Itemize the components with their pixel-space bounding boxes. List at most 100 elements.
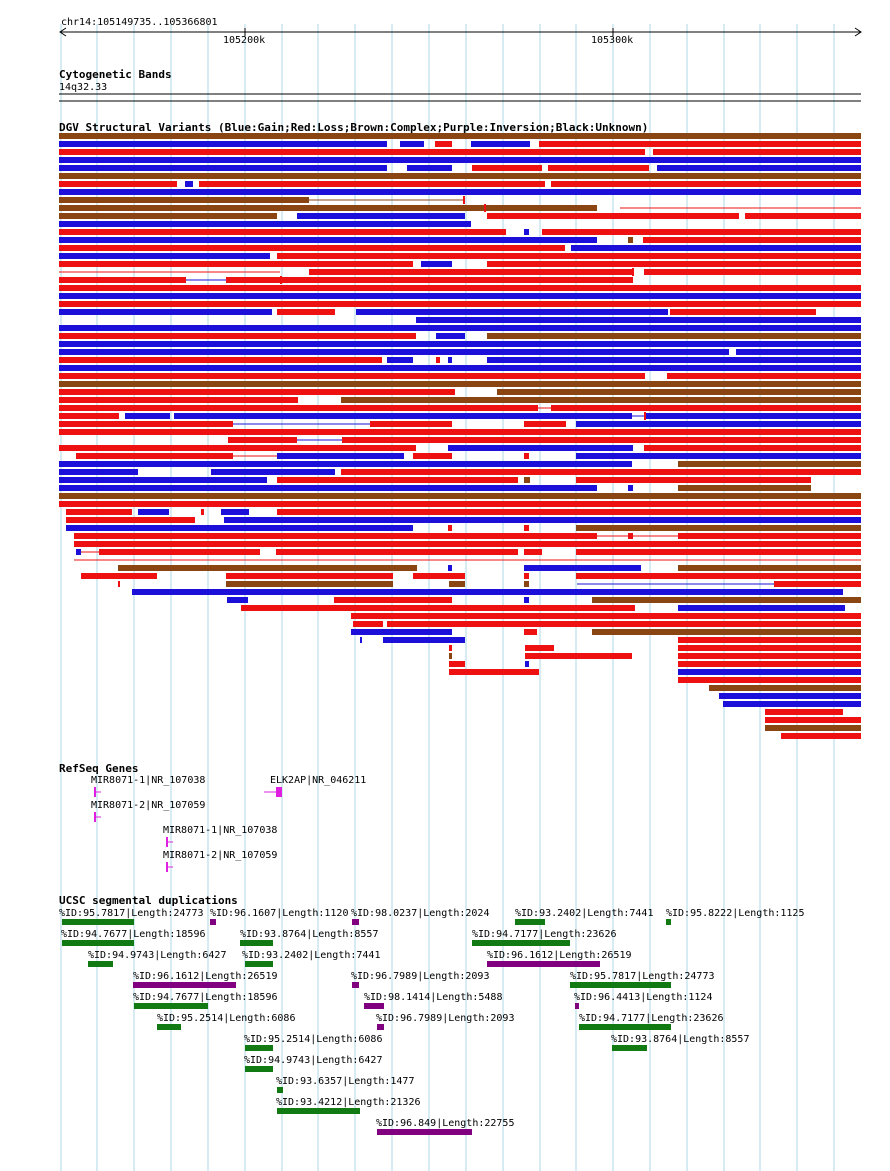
- variant-bar[interactable]: [576, 421, 861, 427]
- variant-bar[interactable]: [66, 525, 413, 531]
- segdup-bar[interactable]: [133, 982, 236, 988]
- variant-bar[interactable]: [201, 509, 204, 515]
- variant-bar[interactable]: [228, 437, 297, 443]
- scroll-left-arrow[interactable]: [59, 27, 67, 37]
- variant-bar[interactable]: [277, 453, 404, 459]
- variant-bar[interactable]: [59, 341, 861, 347]
- variant-bar[interactable]: [356, 309, 668, 315]
- variant-bar[interactable]: [241, 605, 635, 611]
- variant-bar[interactable]: [548, 165, 649, 171]
- variant-bar[interactable]: [449, 669, 539, 675]
- variant-bar[interactable]: [59, 245, 565, 251]
- variant-bar[interactable]: [448, 525, 452, 531]
- variant-bar[interactable]: [551, 181, 861, 187]
- variant-bar[interactable]: [383, 637, 465, 643]
- segdup-bar[interactable]: [352, 982, 359, 988]
- variant-bar[interactable]: [628, 485, 633, 491]
- variant-bar[interactable]: [678, 565, 861, 571]
- variant-bar[interactable]: [436, 333, 465, 339]
- variant-bar[interactable]: [185, 181, 193, 187]
- segdup-bar[interactable]: [134, 1003, 208, 1009]
- variant-bar[interactable]: [678, 661, 861, 667]
- segdup-bar[interactable]: [472, 940, 570, 946]
- variant-bar[interactable]: [551, 405, 861, 411]
- variant-bar[interactable]: [497, 389, 861, 395]
- variant-bar[interactable]: [413, 453, 452, 459]
- variant-bar[interactable]: [678, 485, 811, 491]
- segdup-bar[interactable]: [575, 1003, 579, 1009]
- variant-bar[interactable]: [277, 253, 861, 259]
- segdup-bar[interactable]: [277, 1108, 360, 1114]
- variant-bar[interactable]: [449, 581, 465, 587]
- segdup-bar[interactable]: [377, 1129, 472, 1135]
- scroll-right-arrow[interactable]: [854, 27, 862, 37]
- variant-bar[interactable]: [226, 277, 633, 283]
- variant-bar[interactable]: [59, 157, 861, 163]
- variant-bar[interactable]: [524, 477, 530, 483]
- variant-bar[interactable]: [360, 637, 362, 643]
- segdup-bar[interactable]: [210, 919, 216, 925]
- variant-bar[interactable]: [667, 373, 861, 379]
- variant-bar[interactable]: [59, 285, 861, 291]
- variant-bar[interactable]: [745, 213, 861, 219]
- segdup-bar[interactable]: [515, 919, 545, 925]
- variant-bar[interactable]: [59, 189, 861, 195]
- variant-bar[interactable]: [435, 141, 452, 147]
- variant-bar[interactable]: [59, 173, 861, 179]
- variant-bar[interactable]: [59, 229, 506, 235]
- variant-bar[interactable]: [132, 589, 843, 595]
- variant-bar[interactable]: [678, 533, 861, 539]
- variant-bar[interactable]: [59, 381, 861, 387]
- variant-bar[interactable]: [719, 693, 861, 699]
- variant-bar[interactable]: [277, 477, 518, 483]
- variant-bar[interactable]: [765, 725, 861, 731]
- variant-bar[interactable]: [644, 445, 861, 451]
- variant-bar[interactable]: [59, 181, 177, 187]
- variant-bar[interactable]: [99, 549, 260, 555]
- variant-bar[interactable]: [487, 261, 861, 267]
- variant-bar[interactable]: [66, 509, 132, 515]
- segdup-bar[interactable]: [570, 982, 671, 988]
- variant-bar[interactable]: [59, 165, 387, 171]
- variant-bar[interactable]: [351, 629, 452, 635]
- variant-bar[interactable]: [448, 445, 633, 451]
- variant-bar[interactable]: [59, 133, 861, 139]
- segdup-bar[interactable]: [62, 940, 134, 946]
- variant-bar[interactable]: [421, 261, 452, 267]
- variant-bar[interactable]: [59, 197, 309, 203]
- variant-bar[interactable]: [472, 165, 542, 171]
- segdup-bar[interactable]: [240, 940, 273, 946]
- segdup-bar[interactable]: [666, 919, 671, 925]
- variant-bar[interactable]: [276, 549, 518, 555]
- variant-bar[interactable]: [524, 565, 641, 571]
- variant-bar[interactable]: [74, 533, 597, 539]
- variant-bar[interactable]: [723, 701, 861, 707]
- variant-bar[interactable]: [524, 525, 529, 531]
- variant-bar[interactable]: [413, 573, 465, 579]
- variant-bar[interactable]: [59, 333, 416, 339]
- variant-bar[interactable]: [471, 141, 530, 147]
- variant-bar[interactable]: [576, 525, 861, 531]
- variant-bar[interactable]: [59, 309, 272, 315]
- segdup-bar[interactable]: [88, 961, 113, 967]
- variant-bar[interactable]: [74, 541, 861, 547]
- variant-bar[interactable]: [341, 469, 861, 475]
- segdup-bar[interactable]: [157, 1024, 181, 1030]
- variant-bar[interactable]: [226, 581, 393, 587]
- variant-bar[interactable]: [524, 549, 542, 555]
- variant-bar[interactable]: [76, 453, 233, 459]
- variant-bar[interactable]: [487, 333, 861, 339]
- variant-bar[interactable]: [524, 573, 529, 579]
- variant-bar[interactable]: [542, 229, 861, 235]
- variant-bar[interactable]: [59, 373, 645, 379]
- variant-bar[interactable]: [387, 357, 413, 363]
- variant-bar[interactable]: [571, 245, 861, 251]
- variant-bar[interactable]: [138, 509, 169, 515]
- variant-bar[interactable]: [487, 357, 861, 363]
- segdup-bar[interactable]: [612, 1045, 647, 1051]
- variant-bar[interactable]: [309, 269, 632, 275]
- variant-bar[interactable]: [487, 213, 739, 219]
- variant-bar[interactable]: [449, 645, 452, 651]
- variant-bar[interactable]: [524, 597, 529, 603]
- variant-bar[interactable]: [592, 597, 861, 603]
